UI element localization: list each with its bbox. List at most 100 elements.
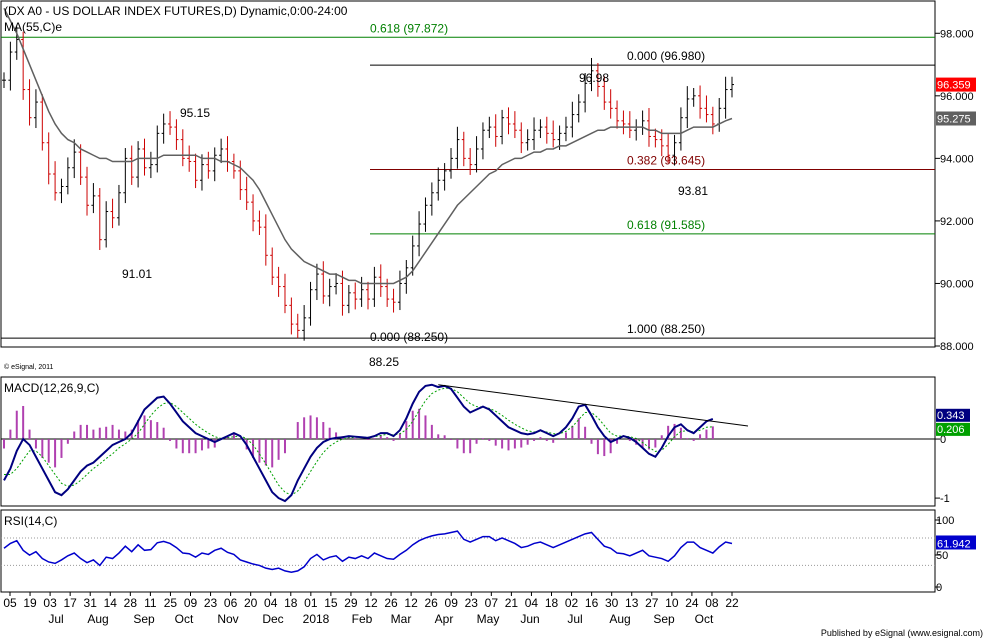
- macd-trendline: [438, 384, 749, 427]
- fib-label-1: 0.000 (96.980): [627, 49, 705, 63]
- x-day-label: 10: [665, 596, 679, 610]
- price-tick-label: 90.000: [940, 278, 974, 290]
- macd-value-label: 0.343: [937, 410, 965, 422]
- rsi-tick-label: 50: [936, 550, 948, 562]
- x-month-label: Oct: [695, 612, 714, 626]
- x-day-label: 18: [545, 596, 559, 610]
- macd-panel-frame: [0, 376, 936, 507]
- x-day-label: 04: [264, 596, 278, 610]
- macd-layer: 0.343 0.206: [1, 383, 970, 503]
- x-day-label: 06: [224, 596, 238, 610]
- x-day-label: 15: [324, 596, 338, 610]
- x-day-label: 05: [3, 596, 17, 610]
- x-day-label: 14: [104, 596, 118, 610]
- x-day-label: 19: [23, 596, 37, 610]
- x-day-label: 07: [485, 596, 499, 610]
- ma-value-label: 95.275: [937, 113, 971, 125]
- rsi-tick-label: 100: [936, 515, 954, 527]
- x-day-label: 30: [605, 596, 619, 610]
- x-day-label: 09: [184, 596, 198, 610]
- x-month-label: Dec: [262, 612, 283, 626]
- x-month-label: Sep: [653, 612, 675, 626]
- x-month-label: May: [477, 612, 500, 626]
- x-month-label: Mar: [391, 612, 412, 626]
- x-month-label: Jul: [48, 612, 63, 626]
- price-tick-label: 94.000: [940, 153, 974, 165]
- macd-line: [3, 383, 714, 503]
- x-month-label: Jun: [520, 612, 539, 626]
- rsi-value-label: 61.942: [937, 538, 971, 550]
- x-day-label: 22: [725, 596, 739, 610]
- annotation-88-25: 88.25: [369, 355, 399, 369]
- price-title: (DX A0 - US DOLLAR INDEX FUTURES,D) Dyna…: [4, 4, 348, 18]
- rsi-value-box: [936, 535, 976, 550]
- x-day-label: 25: [164, 596, 178, 610]
- fib-label-4: 1.000 (88.250): [627, 322, 705, 336]
- x-day-label: 12: [404, 596, 418, 610]
- x-month-label: Sep: [133, 612, 155, 626]
- x-day-label: 18: [284, 596, 298, 610]
- x-day-label: 16: [585, 596, 599, 610]
- x-day-label: 01: [304, 596, 318, 610]
- ma-line: [3, 7, 733, 285]
- macd-tick-label: 0: [940, 434, 946, 446]
- x-day-label: 20: [244, 596, 258, 610]
- annotation-93-81: 93.81: [678, 184, 708, 198]
- price-layer: 0.618 (97.872) 0.000 (96.980) 0.382 (93.64…: [1, 7, 976, 505]
- rsi-line: [3, 530, 733, 574]
- x-day-label: 27: [645, 596, 659, 610]
- rsi-panel-frame: [0, 509, 936, 593]
- x-month-label: 2018: [303, 612, 330, 626]
- signal-line: [4, 387, 713, 496]
- fib-label-0: 0.618 (97.872): [370, 21, 448, 35]
- x-day-label: 08: [705, 596, 719, 610]
- x-day-label: 17: [63, 596, 77, 610]
- macd-title: MACD(12,26,9,C): [4, 381, 99, 395]
- x-day-label: 11: [144, 596, 157, 610]
- ma-value-box: [936, 111, 976, 126]
- x-month-label: Apr: [435, 612, 454, 626]
- x-month-label: Oct: [175, 612, 194, 626]
- annotation-high: 96.98: [579, 71, 609, 85]
- watermark: © eSignal, 2011: [4, 363, 54, 371]
- x-month-label: Feb: [352, 612, 373, 626]
- x-day-label: 09: [445, 596, 459, 610]
- x-month-label: Jul: [567, 612, 582, 626]
- annotation-low-fib: 0.000 (88.250): [370, 330, 448, 344]
- x-day-label: 28: [124, 596, 138, 610]
- x-day-label: 26: [424, 596, 438, 610]
- axis-layer: 05 19 03 17 31 14 28 11 25 09 23 06 20 04 18 01 15 29 12 26…: [3, 592, 739, 626]
- footer-publisher: Published by eSignal (www.esignal.com): [821, 628, 983, 638]
- price-tick-label: 98.000: [940, 28, 974, 40]
- x-day-label: 21: [505, 596, 519, 610]
- ma-title: MA(55,C)e: [4, 20, 62, 34]
- signal-value-box: [936, 422, 970, 436]
- last-price-box: [936, 77, 976, 92]
- macd-tick-label: -1: [940, 493, 950, 505]
- fib-label-2: 0.382 (93.645): [627, 153, 705, 167]
- x-month-label: Aug: [87, 612, 108, 626]
- x-day-label: 02: [565, 596, 579, 610]
- annotation-95-15: 95.15: [180, 106, 210, 120]
- rsi-layer: 100 50 0 61.942: [1, 515, 976, 594]
- price-tick-label: 88.000: [940, 341, 974, 353]
- x-day-label: 04: [525, 596, 539, 610]
- x-day-label: 03: [43, 596, 57, 610]
- rsi-tick-label: 0: [936, 582, 942, 594]
- annotation-91-01: 91.01: [122, 267, 152, 281]
- x-month-label: Aug: [609, 612, 630, 626]
- price-panel-frame: [0, 0, 936, 348]
- x-day-label: 24: [685, 596, 699, 610]
- x-month-label: Nov: [217, 612, 238, 626]
- price-tick-label: 92.000: [940, 216, 974, 228]
- last-price-label: 96.359: [937, 80, 971, 92]
- x-day-label: 12: [364, 596, 378, 610]
- macd-value-box: [936, 408, 970, 422]
- rsi-title: RSI(14,C): [4, 514, 57, 528]
- signal-value-label: 0.206: [937, 424, 965, 436]
- x-day-label: 31: [84, 596, 98, 610]
- x-day-label: 29: [344, 596, 358, 610]
- fib-label-3: 0.618 (91.585): [627, 218, 705, 232]
